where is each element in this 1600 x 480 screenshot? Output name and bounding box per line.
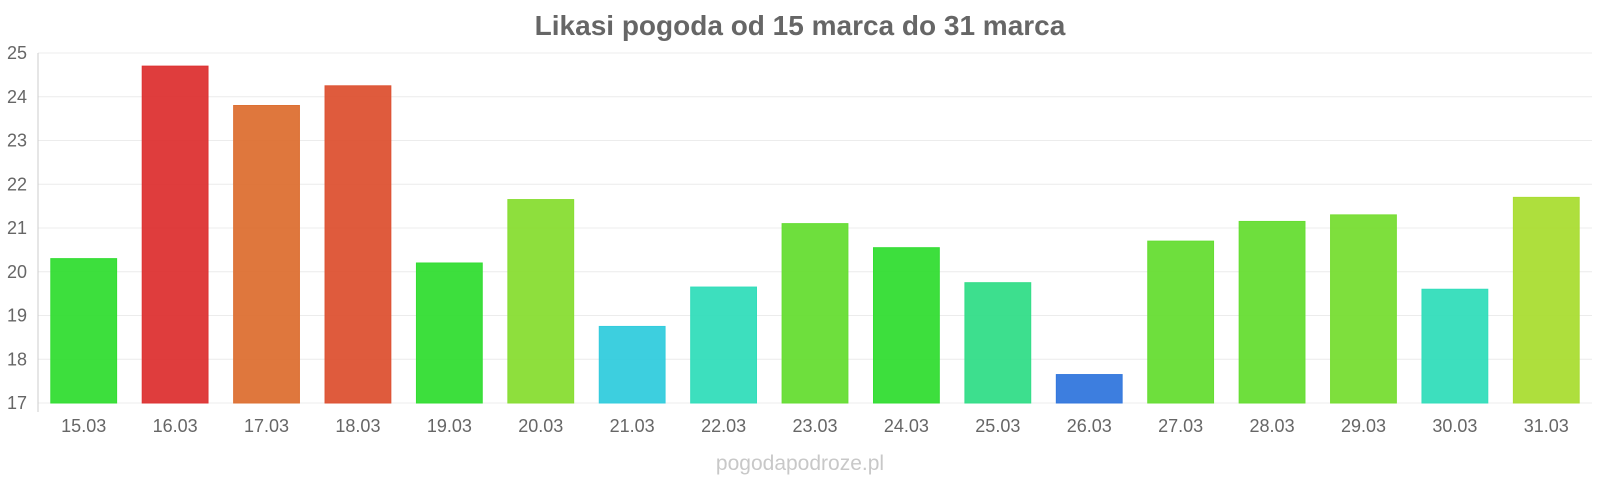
bar xyxy=(50,258,118,404)
x-tick-label: 22.03 xyxy=(701,416,746,436)
x-tick-label: 24.03 xyxy=(884,416,929,436)
bar xyxy=(598,325,666,404)
x-tick-label: 20.03 xyxy=(518,416,563,436)
x-tick-label: 28.03 xyxy=(1250,416,1295,436)
x-tick-label: 29.03 xyxy=(1341,416,1386,436)
x-tick-label: 16.03 xyxy=(153,416,198,436)
x-tick-label: 18.03 xyxy=(335,416,380,436)
bar xyxy=(1055,374,1123,404)
y-tick-label: 20 xyxy=(7,262,27,282)
y-tick-labels: 17 18 19 20 21 22 23 24 25 xyxy=(7,43,27,413)
y-tick-label: 24 xyxy=(7,87,27,107)
bar xyxy=(324,85,392,404)
x-tick-label: 30.03 xyxy=(1432,416,1477,436)
bar xyxy=(1330,214,1397,404)
x-tick-label: 19.03 xyxy=(427,416,472,436)
x-tick-label: 25.03 xyxy=(975,416,1020,436)
x-tick-label: 31.03 xyxy=(1524,416,1569,436)
bar xyxy=(690,286,757,404)
bar xyxy=(873,247,940,404)
bar xyxy=(141,65,209,404)
x-tick-labels: 15.03 16.03 17.03 18.03 19.03 20.03 21.03 22.03… xyxy=(61,416,1569,436)
bar xyxy=(1421,288,1489,404)
x-tick-label: 21.03 xyxy=(610,416,655,436)
watermark: pogodapodroze.pl xyxy=(715,452,885,475)
x-tick-label: 17.03 xyxy=(244,416,289,436)
x-tick-label: 27.03 xyxy=(1158,416,1203,436)
y-tick-label: 25 xyxy=(7,43,27,63)
bar xyxy=(781,223,849,404)
bar xyxy=(233,105,300,404)
bar xyxy=(415,262,483,404)
chart-title: Likasi pogoda od 15 marca do 31 marca xyxy=(534,10,1066,41)
x-tick-label: 15.03 xyxy=(61,416,106,436)
y-tick-label: 19 xyxy=(7,306,27,326)
y-tick-label: 18 xyxy=(7,349,27,369)
y-tick-label: 21 xyxy=(7,218,27,238)
bar xyxy=(1238,220,1306,404)
x-tick-label: 26.03 xyxy=(1067,416,1112,436)
x-tick-label: 23.03 xyxy=(792,416,837,436)
bar xyxy=(1512,196,1580,404)
bar xyxy=(964,282,1032,404)
bar xyxy=(507,199,575,404)
y-tick-label: 23 xyxy=(7,131,27,151)
y-tick-label: 17 xyxy=(7,393,27,413)
bar xyxy=(1147,240,1215,404)
y-tick-label: 22 xyxy=(7,174,27,194)
bars xyxy=(50,65,1580,404)
